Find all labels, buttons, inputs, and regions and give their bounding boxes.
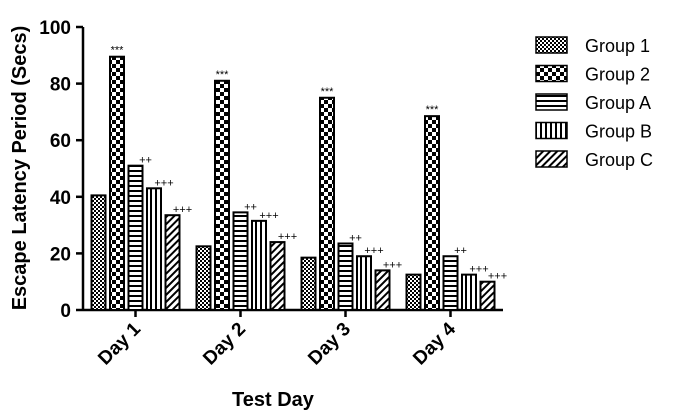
- legend-swatch: [535, 36, 568, 54]
- significance-label: +++: [469, 264, 488, 276]
- significance-label: ++: [454, 245, 467, 257]
- y-tick-label: 0: [60, 301, 71, 322]
- significance-label: +++: [173, 204, 192, 216]
- bar: [319, 96, 335, 311]
- significance-label: +++: [383, 259, 402, 271]
- bar: [479, 280, 496, 312]
- bar: [374, 269, 391, 312]
- bar: [442, 255, 459, 312]
- y-axis-title: Escape Latency Period (Secs): [9, 26, 31, 311]
- legend-label: Group C: [585, 150, 653, 170]
- bar: [251, 219, 267, 311]
- bar: [232, 211, 249, 312]
- legend-swatch: [535, 150, 568, 168]
- legend-swatch: [535, 121, 568, 140]
- y-tick-label: 60: [50, 131, 71, 152]
- bar: [90, 194, 107, 311]
- significance-label: ***: [321, 86, 335, 98]
- x-tick-label: Day 2: [199, 319, 250, 370]
- x-tick-label: Day 3: [304, 319, 355, 370]
- legend-swatch: [535, 93, 568, 111]
- significance-label: ++: [244, 201, 257, 213]
- significance-label: +++: [259, 210, 278, 222]
- legend-label: Group 1: [585, 36, 650, 56]
- significance-label: ***: [216, 69, 230, 81]
- bar: [269, 241, 286, 311]
- significance-label: ++: [139, 155, 152, 167]
- y-tick-label: 20: [50, 244, 71, 265]
- significance-label: ++: [349, 232, 362, 244]
- significance-label: +++: [488, 271, 507, 283]
- bar: [337, 242, 354, 311]
- legend-label: Group A: [585, 93, 651, 113]
- x-tick-label: Day 1: [94, 318, 145, 369]
- bar: [109, 55, 125, 312]
- bar: [424, 115, 440, 311]
- legend: Group 1 Group 2 Group A Group B Group C: [535, 36, 653, 170]
- significance-label: +++: [278, 231, 297, 243]
- bar: [300, 256, 317, 311]
- bar: [195, 245, 212, 311]
- significance-label: +++: [364, 245, 383, 257]
- legend-label: Group 2: [585, 65, 650, 85]
- x-axis-title: Test Day: [232, 389, 315, 411]
- y-tick-label: 80: [50, 75, 71, 96]
- bar: [356, 255, 372, 312]
- bar: [214, 79, 230, 311]
- significance-label: ***: [111, 45, 125, 57]
- x-tick-label: Day 4: [409, 318, 460, 369]
- bar: [164, 214, 181, 312]
- significance-label: +++: [154, 177, 173, 189]
- y-tick-label: 40: [50, 188, 71, 209]
- significance-label: ***: [426, 104, 440, 116]
- legend-label: Group B: [585, 122, 652, 142]
- y-tick-label: 100: [39, 18, 71, 39]
- bar: [146, 187, 162, 311]
- bar: [461, 273, 477, 311]
- bar: [127, 164, 144, 311]
- bar: [405, 273, 422, 311]
- legend-swatch: [535, 64, 568, 83]
